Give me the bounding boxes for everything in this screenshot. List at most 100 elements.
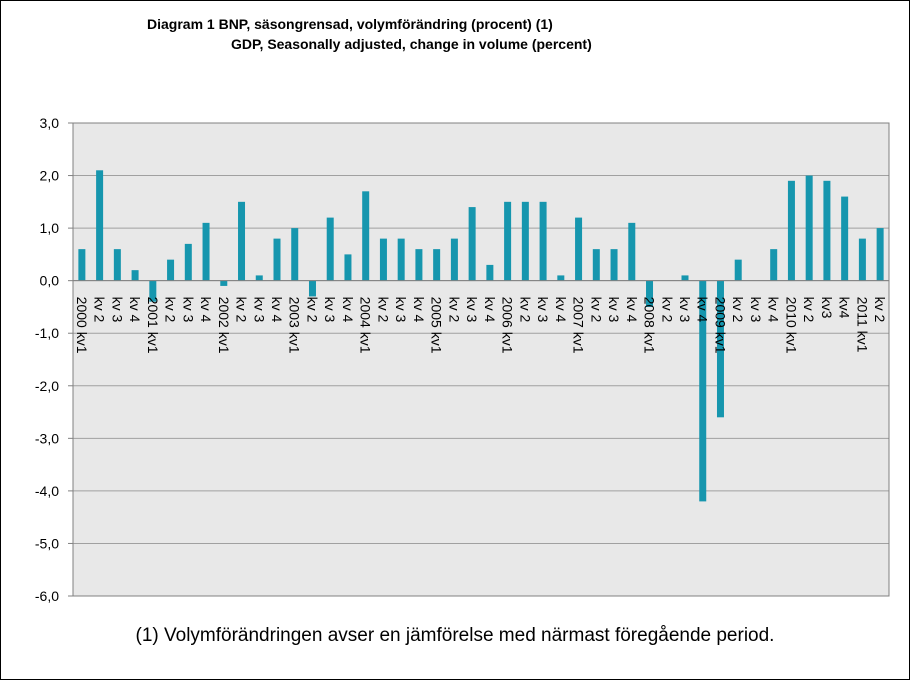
bar bbox=[308, 280, 316, 297]
x-tick-label: kv 4 bbox=[624, 297, 640, 323]
x-tick-label: kv 2 bbox=[730, 297, 746, 323]
x-tick-label: kv 3 bbox=[606, 297, 622, 323]
bar bbox=[610, 249, 618, 281]
x-tick-label: kv 2 bbox=[92, 297, 108, 323]
x-tick-label: kv 2 bbox=[375, 297, 391, 323]
x-tick-label: kv 2 bbox=[446, 297, 462, 323]
bar bbox=[734, 259, 742, 281]
y-tick-label: -1,0 bbox=[35, 325, 59, 341]
y-axis-tick-labels: 3,0 2,0 1,0 0,0 -1,0 -2,0 -3,0 -4,0 -5,0 -6,0 bbox=[35, 115, 59, 604]
bar bbox=[787, 180, 795, 281]
x-tick-label: kv 4 bbox=[198, 297, 214, 323]
x-tick-label: kv 4 bbox=[127, 297, 143, 323]
bar bbox=[504, 201, 512, 281]
bar bbox=[876, 228, 884, 281]
bar bbox=[379, 238, 387, 281]
x-tick-label: kv 4 bbox=[269, 297, 285, 323]
bar bbox=[858, 238, 866, 281]
x-tick-label: kv 2 bbox=[801, 297, 817, 323]
x-tick-label: 2001 kv1 bbox=[145, 297, 161, 354]
x-tick-label: kv 4 bbox=[340, 297, 356, 323]
bar bbox=[433, 249, 441, 281]
x-tick-label: kv 2 bbox=[517, 297, 533, 323]
x-tick-label: kv 3 bbox=[677, 297, 693, 323]
bar bbox=[539, 201, 547, 281]
y-tick-label: 0,0 bbox=[40, 273, 60, 289]
x-tick-label: kv 3 bbox=[180, 297, 196, 323]
bar bbox=[131, 270, 139, 281]
bar bbox=[681, 275, 689, 281]
bar bbox=[238, 201, 246, 281]
bar bbox=[557, 275, 565, 281]
y-tick-label: 2,0 bbox=[40, 168, 60, 184]
bar bbox=[184, 243, 192, 281]
x-tick-label: kv 2 bbox=[659, 297, 675, 323]
bar bbox=[113, 249, 121, 281]
y-tick-label: -5,0 bbox=[35, 535, 59, 551]
bar bbox=[450, 238, 458, 281]
x-tick-label: kv 4 bbox=[411, 297, 427, 323]
x-tick-label: kv 4 bbox=[766, 297, 782, 323]
bar bbox=[344, 254, 352, 281]
x-tick-label: kv 3 bbox=[322, 297, 338, 323]
bar bbox=[841, 196, 849, 281]
y-tick-label: -4,0 bbox=[35, 483, 59, 499]
chart-title: Diagram 1 BNP, säsongrensad, volymföränd… bbox=[147, 16, 553, 32]
x-tick-label: kv4 bbox=[837, 297, 853, 319]
x-tick-label: kv 2 bbox=[872, 297, 888, 323]
plot-border bbox=[72, 122, 890, 597]
x-tick-label: kv 2 bbox=[304, 297, 320, 323]
bar bbox=[96, 170, 104, 281]
bar bbox=[646, 280, 654, 307]
x-tick-label: kv 3 bbox=[251, 297, 267, 323]
x-axis-tick-labels: 2000 kv1 kv 2 kv 3 kv 4 2001 kv1 kv 2 kv 3 kv 4… bbox=[74, 297, 888, 354]
x-tick-label: 2005 kv1 bbox=[429, 297, 445, 354]
bar bbox=[770, 249, 778, 281]
x-tick-label: kv 2 bbox=[234, 297, 250, 323]
x-tick-label: kv 3 bbox=[535, 297, 551, 323]
bar bbox=[415, 249, 423, 281]
x-tick-label: 2011 kv1 bbox=[854, 297, 870, 353]
chart-footnote: (1) Volymförändringen avser en jämförels… bbox=[135, 625, 775, 646]
x-tick-label: kv 4 bbox=[553, 297, 569, 323]
x-tick-label: kv 2 bbox=[588, 297, 604, 323]
bar bbox=[255, 275, 263, 281]
x-tick-label: kv 3 bbox=[748, 297, 764, 323]
x-tick-label: 2004 kv1 bbox=[358, 297, 374, 354]
bar bbox=[326, 217, 334, 281]
y-tick-label: -6,0 bbox=[35, 588, 59, 604]
x-tick-label: kv 3 bbox=[393, 297, 409, 323]
x-tick-label: kv 4 bbox=[482, 297, 498, 323]
bar bbox=[397, 238, 405, 281]
x-tick-label: 2003 kv1 bbox=[287, 297, 303, 354]
x-tick-label: 2000 kv1 bbox=[74, 297, 90, 354]
bar bbox=[716, 280, 724, 418]
bar bbox=[575, 217, 583, 281]
bar bbox=[362, 191, 370, 281]
y-tick-label: -3,0 bbox=[35, 430, 59, 446]
x-tick-label: kv 2 bbox=[163, 297, 179, 323]
x-tick-label: 2002 kv1 bbox=[216, 297, 232, 354]
bar bbox=[805, 175, 813, 281]
bar bbox=[521, 201, 529, 281]
bar bbox=[167, 259, 175, 281]
y-tick-label: 3,0 bbox=[40, 115, 60, 131]
x-tick-label: 2010 kv1 bbox=[783, 297, 799, 354]
bar bbox=[220, 280, 228, 286]
plot-area bbox=[73, 123, 889, 596]
x-tick-label: kv 4 bbox=[695, 297, 711, 323]
bar bbox=[291, 228, 299, 281]
y-tick-label: 1,0 bbox=[40, 220, 60, 236]
chart-subtitle: GDP, Seasonally adjusted, change in volu… bbox=[231, 36, 592, 52]
bar bbox=[149, 280, 157, 302]
x-tick-label: 2008 kv1 bbox=[642, 297, 658, 354]
bar bbox=[486, 264, 494, 281]
bars bbox=[78, 170, 884, 502]
bar bbox=[468, 207, 476, 281]
x-tick-label: 2006 kv1 bbox=[500, 297, 516, 354]
bar bbox=[273, 238, 281, 281]
x-tick-label: kv3 bbox=[819, 297, 835, 319]
x-tick-label: kv 3 bbox=[464, 297, 480, 323]
